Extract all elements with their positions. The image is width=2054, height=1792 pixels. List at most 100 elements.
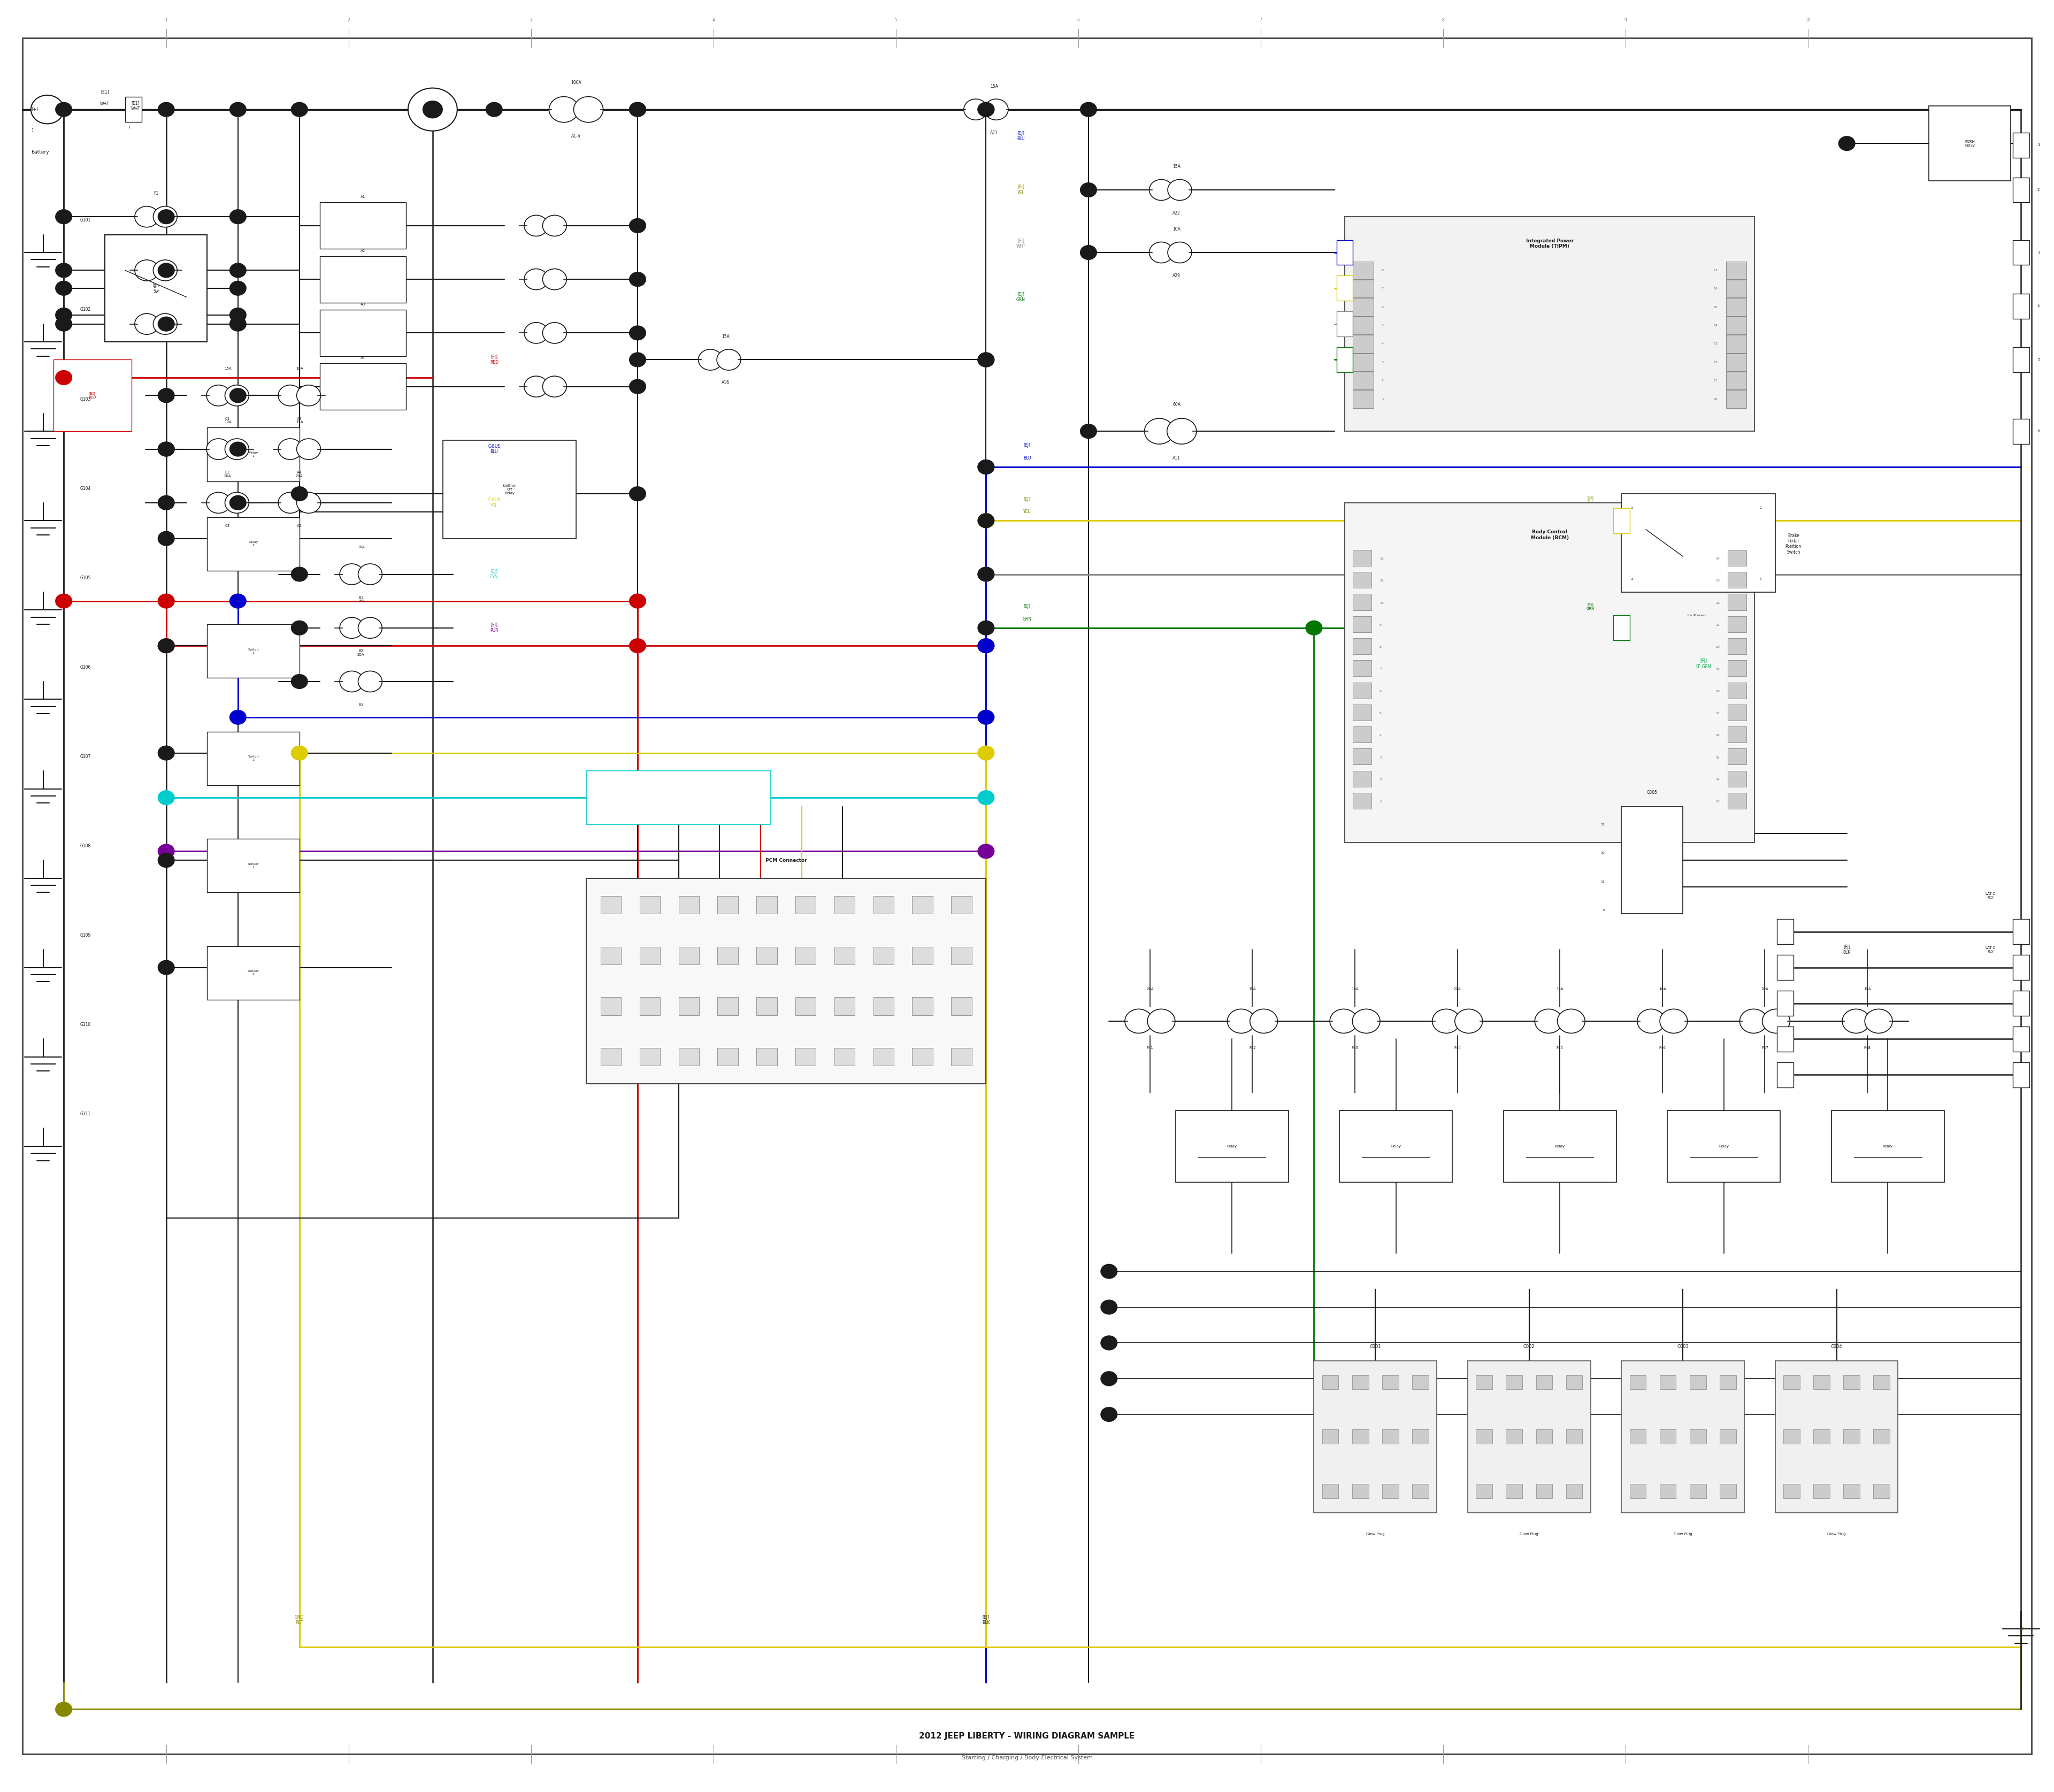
Bar: [1719, 1374, 1736, 1389]
Text: 13: 13: [1715, 801, 1719, 803]
Circle shape: [1144, 418, 1175, 444]
Circle shape: [158, 745, 175, 760]
Bar: [585, 878, 986, 1084]
Circle shape: [978, 566, 994, 581]
Text: Glow Plug: Glow Plug: [1674, 1532, 1692, 1536]
Circle shape: [978, 461, 994, 475]
Text: A21: A21: [990, 131, 998, 134]
Circle shape: [292, 566, 308, 581]
Bar: [2013, 955, 2029, 980]
Bar: [834, 946, 854, 964]
Text: [EJ]
BLK: [EJ] BLK: [1842, 944, 1851, 955]
Text: F44: F44: [1454, 1047, 1460, 1050]
Text: 3: 3: [530, 18, 532, 23]
Text: 4: 4: [1631, 579, 1633, 581]
Text: Glow Plug: Glow Plug: [1520, 1532, 1538, 1536]
Circle shape: [978, 745, 994, 760]
Text: 5: 5: [2038, 358, 2040, 362]
Bar: [1727, 572, 1746, 588]
Circle shape: [55, 593, 72, 607]
Text: F1: F1: [154, 192, 158, 195]
Text: 4: 4: [1382, 342, 1384, 346]
Circle shape: [1101, 1263, 1117, 1278]
Text: C005: C005: [1647, 790, 1658, 794]
Bar: [1382, 1430, 1399, 1444]
Text: 15A: 15A: [357, 600, 364, 602]
Text: 11: 11: [1380, 579, 1384, 582]
Text: 100A: 100A: [571, 81, 581, 84]
Text: 4: 4: [713, 18, 715, 23]
Circle shape: [224, 385, 249, 407]
Text: 20A: 20A: [1454, 987, 1460, 991]
Bar: [1725, 391, 1746, 409]
Bar: [1777, 1063, 1793, 1088]
Text: Relay: Relay: [1226, 1145, 1237, 1149]
Bar: [717, 896, 737, 914]
Bar: [1690, 1374, 1707, 1389]
Circle shape: [136, 206, 158, 228]
Text: 3: 3: [2038, 251, 2040, 254]
Bar: [951, 946, 972, 964]
Bar: [1727, 659, 1746, 676]
Circle shape: [1101, 1335, 1117, 1349]
Bar: [1727, 771, 1746, 787]
Text: 20A: 20A: [296, 475, 304, 477]
Bar: [678, 896, 698, 914]
Bar: [1842, 1430, 1859, 1444]
Text: C3: C3: [226, 525, 230, 527]
Circle shape: [158, 790, 175, 805]
Circle shape: [158, 389, 175, 403]
Bar: [1612, 615, 1629, 640]
Bar: [1725, 371, 1746, 389]
Bar: [795, 1048, 815, 1066]
Bar: [1814, 1484, 1830, 1498]
Circle shape: [978, 102, 994, 116]
Bar: [1873, 1374, 1890, 1389]
Circle shape: [1637, 1009, 1666, 1034]
Text: G102: G102: [80, 306, 90, 312]
Bar: [795, 998, 815, 1016]
Circle shape: [136, 314, 158, 335]
Bar: [1504, 1111, 1616, 1183]
Circle shape: [629, 326, 645, 340]
Text: 15A: 15A: [721, 333, 729, 339]
Text: C002: C002: [1524, 1344, 1534, 1349]
Text: Relay: Relay: [1884, 1145, 1894, 1149]
Bar: [207, 624, 300, 677]
Circle shape: [1557, 1009, 1586, 1034]
Bar: [1354, 335, 1374, 353]
Circle shape: [55, 371, 72, 385]
Bar: [1565, 1430, 1582, 1444]
Bar: [1323, 1374, 1339, 1389]
Text: G103: G103: [80, 396, 90, 401]
Text: C-BUS
YEL: C-BUS YEL: [489, 498, 501, 507]
Bar: [1727, 749, 1746, 765]
Bar: [1337, 276, 1354, 301]
Bar: [1352, 1430, 1368, 1444]
Circle shape: [158, 263, 175, 278]
Circle shape: [292, 620, 308, 634]
Circle shape: [1534, 1009, 1563, 1034]
Text: C003: C003: [1676, 1344, 1688, 1349]
Text: A22: A22: [1173, 211, 1181, 215]
Text: F47: F47: [1762, 1047, 1768, 1050]
Bar: [1719, 1484, 1736, 1498]
Circle shape: [158, 961, 175, 975]
Bar: [1660, 1430, 1676, 1444]
Circle shape: [230, 443, 246, 457]
Text: G105: G105: [80, 575, 90, 581]
Circle shape: [1169, 179, 1191, 201]
Circle shape: [573, 97, 604, 122]
Bar: [1612, 509, 1629, 534]
Text: Battery: Battery: [31, 151, 49, 154]
Circle shape: [230, 593, 246, 607]
Bar: [1873, 1484, 1890, 1498]
Bar: [1929, 106, 2011, 181]
Bar: [1382, 1484, 1399, 1498]
Bar: [2013, 240, 2029, 265]
Circle shape: [1660, 1009, 1688, 1034]
Circle shape: [629, 638, 645, 652]
Bar: [2013, 294, 2029, 319]
Text: C2: C2: [226, 471, 230, 473]
Text: 15A: 15A: [296, 421, 304, 425]
